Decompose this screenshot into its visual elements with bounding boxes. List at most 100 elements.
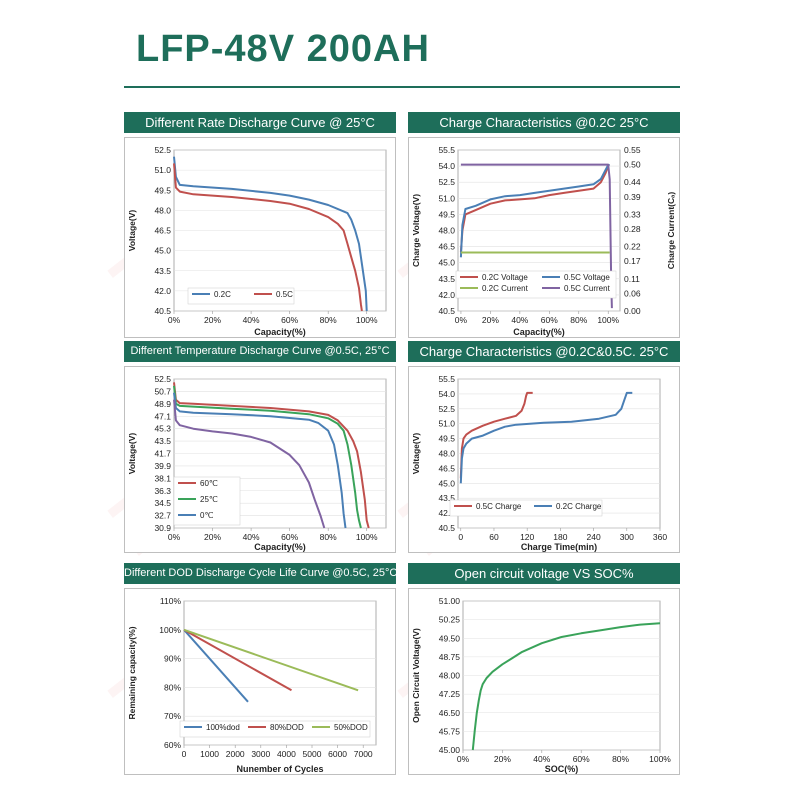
legend-label: 60℃: [200, 479, 218, 488]
y-tick-label: 46.5: [438, 463, 455, 473]
y2-tick-label: 0.50: [624, 160, 641, 170]
y-tick-label: 34.5: [154, 498, 171, 508]
series-line: [471, 622, 661, 751]
x-tick-label: 40%: [243, 532, 260, 542]
y-tick-label: 90%: [164, 654, 181, 664]
x-tick-label: 4000: [277, 749, 296, 759]
x-tick-label: 60%: [281, 532, 298, 542]
x-tick-label: 0: [458, 532, 463, 542]
x-tick-label: 60%: [281, 315, 298, 325]
x-axis-label: SOC(%): [545, 764, 579, 774]
x-tick-label: 100%: [356, 315, 378, 325]
y-tick-label: 50.7: [154, 386, 171, 396]
series-line: [183, 628, 292, 692]
y-tick-label: 41.7: [154, 449, 171, 459]
legend-label: 0.2C Charge: [556, 502, 602, 511]
chart-title: Different Rate Discharge Curve @ 25°C: [124, 112, 396, 133]
panel-charge-time: Charge Characteristics @0.2C&0.5C. 25°C …: [408, 341, 680, 553]
y-tick-label: 49.50: [439, 633, 461, 643]
series-line: [173, 382, 370, 529]
x-tick-label: 20%: [482, 315, 499, 325]
y2-tick-label: 0.44: [624, 177, 641, 187]
y-tick-label: 40.5: [438, 523, 455, 533]
y-tick-label: 52.5: [154, 374, 171, 384]
x-tick-label: 360: [653, 532, 667, 542]
legend-label: 0℃: [200, 511, 213, 520]
x-tick-label: 80%: [320, 532, 337, 542]
chart-title: Different DOD Discharge Cycle Life Curve…: [124, 563, 396, 584]
y-tick-label: 30.9: [154, 523, 171, 533]
title-divider: [124, 86, 680, 88]
legend-label: 0.5C Voltage: [564, 273, 610, 282]
x-tick-label: 300: [620, 532, 634, 542]
y-tick-label: 52.5: [438, 177, 455, 187]
y-tick-label: 45.00: [439, 745, 461, 755]
y-tick-label: 60%: [164, 740, 181, 750]
y2-axis-label: Charge Current(Cₐ): [666, 192, 676, 270]
y-tick-label: 51.00: [439, 596, 461, 606]
y-tick-label: 45.3: [154, 424, 171, 434]
panel-charge-02c: Charge Characteristics @0.2C 25°C 40.5 42…: [408, 112, 680, 338]
y-tick-label: 43.5: [154, 266, 171, 276]
series-line: [173, 392, 347, 529]
x-tick-label: 240: [586, 532, 600, 542]
y-tick-label: 45.0: [438, 258, 455, 268]
y-tick-label: 32.7: [154, 511, 171, 521]
y-tick-label: 54.0: [438, 161, 455, 171]
y-tick-label: 49.5: [438, 434, 455, 444]
y-tick-label: 55.5: [438, 374, 455, 384]
y-axis-label: Charge Voltage(V): [411, 194, 421, 267]
x-tick-label: 6000: [328, 749, 347, 759]
series-line: [173, 163, 363, 312]
x-tick-label: 40%: [243, 315, 260, 325]
panel-temperature-discharge: Different Temperature Discharge Curve @0…: [124, 341, 396, 553]
y2-tick-label: 0.11: [624, 274, 640, 284]
x-axis-label: Capacity(%): [254, 327, 306, 337]
x-tick-label: 60%: [541, 315, 558, 325]
x-tick-label: 0%: [457, 754, 470, 764]
y-tick-label: 47.1: [154, 411, 171, 421]
y-tick-label: 51.0: [438, 193, 455, 203]
y-tick-label: 52.5: [438, 404, 455, 414]
x-tick-label: 20%: [204, 532, 221, 542]
y-tick-label: 45.75: [439, 726, 461, 736]
series-line: [173, 399, 326, 529]
chart-charge-time: 40.5 42.0 43.5 45.0 46.5 48.0 49.5 51.0 52.5 54.0…: [408, 366, 680, 553]
chart-title: Open circuit voltage VS SOC%: [408, 563, 680, 584]
x-tick-label: 100%: [649, 754, 671, 764]
y-axis-label: Voltage(V): [411, 433, 421, 475]
legend-box: [449, 499, 603, 517]
series-line: [183, 629, 249, 703]
x-tick-label: 60: [489, 532, 499, 542]
series-line: [459, 164, 610, 258]
y2-tick-label: 0.28: [624, 224, 641, 234]
y-tick-label: 36.3: [154, 486, 171, 496]
x-tick-label: 0%: [455, 315, 468, 325]
y2-tick-label: 0.39: [624, 192, 641, 202]
y-tick-label: 40.5: [438, 306, 455, 316]
legend-label: 50%DOD: [334, 723, 368, 732]
y-axis-label: Voltage(V): [127, 210, 137, 252]
y-tick-label: 48.00: [439, 671, 461, 681]
y-tick-label: 46.50: [439, 708, 461, 718]
chart-charge-02c: 40.5 42.0 43.5 45.0 46.5 48.0 49.5 51.0 52.5 54.0…: [408, 137, 680, 338]
chart-temperature-discharge: 30.9 32.7 34.5 36.3 38.1 39.9 41.7 43.5 45.3 47.1…: [124, 366, 396, 553]
y-tick-label: 46.5: [438, 242, 455, 252]
legend-label: 80%DOD: [270, 723, 304, 732]
x-tick-label: 180: [553, 532, 567, 542]
y-tick-label: 43.5: [438, 274, 455, 284]
chart-title: Charge Characteristics @0.2C&0.5C. 25°C: [408, 341, 680, 362]
series-line: [173, 385, 362, 529]
x-tick-label: 2000: [226, 749, 245, 759]
legend-label: 0.5C: [276, 290, 293, 299]
legend-box: [187, 287, 295, 305]
panel-rate-discharge: Different Rate Discharge Curve @ 25°C 40…: [124, 112, 396, 338]
panel-dod-cycle-life: Different DOD Discharge Cycle Life Curve…: [124, 563, 396, 775]
y-tick-label: 51.0: [438, 419, 455, 429]
x-tick-label: 40%: [533, 754, 550, 764]
x-tick-label: 120: [520, 532, 534, 542]
y-tick-label: 49.5: [438, 209, 455, 219]
y-tick-label: 40.5: [154, 306, 171, 316]
x-tick-label: 100%: [597, 315, 619, 325]
series-line: [459, 165, 610, 253]
